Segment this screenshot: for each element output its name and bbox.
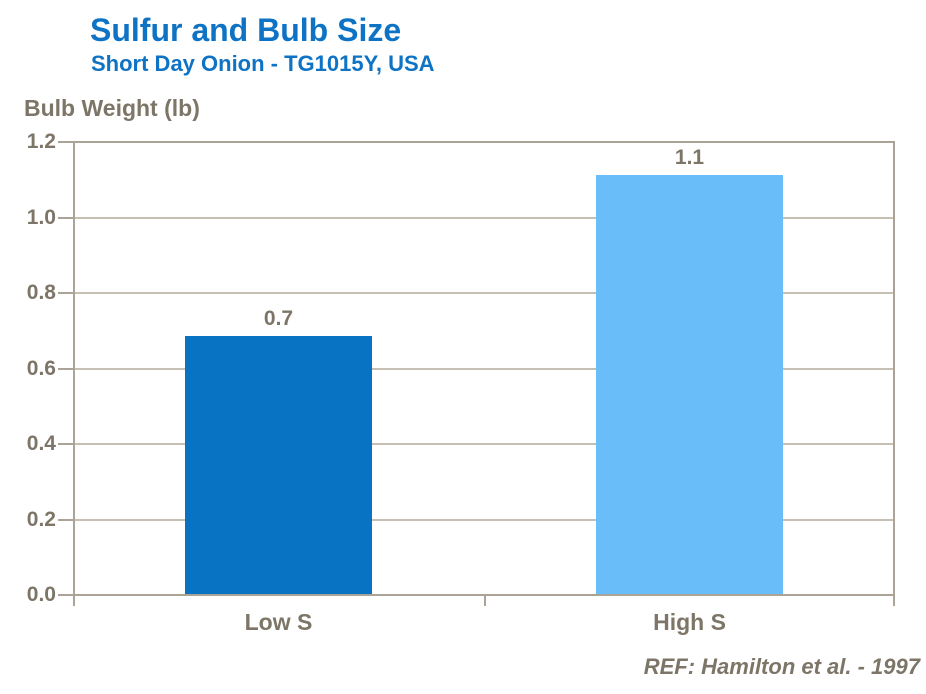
category-label-high-s: High S [653, 609, 726, 635]
y-axis-tick [58, 141, 73, 143]
gridline [75, 292, 893, 294]
y-tick-label: 0.0 [26, 583, 56, 606]
chart-title: Sulfur and Bulb Size [90, 12, 402, 48]
y-tick-label: 0.6 [26, 356, 56, 380]
gridline [75, 518, 893, 521]
bar-high-s [596, 175, 783, 594]
plot-border-top [73, 141, 895, 143]
y-axis-tick [58, 594, 73, 596]
y-tick-label: 0.2 [26, 507, 56, 531]
y-axis-tick [58, 367, 73, 370]
category-label-low-s: Low S [244, 609, 313, 635]
bar-low-s [185, 336, 372, 594]
reference-note: REF: Hamilton et al. - 1997 [643, 654, 920, 679]
y-axis-tick [58, 292, 73, 294]
plot-border-right [893, 141, 895, 596]
y-axis-tick [58, 518, 73, 521]
x-axis-tick [893, 596, 895, 606]
x-axis-tick [73, 596, 75, 606]
plot-border-left [73, 141, 75, 596]
plot-border-bottom [73, 594, 895, 596]
gridline [75, 216, 893, 219]
x-axis-tick [484, 596, 486, 606]
gridline [75, 367, 893, 370]
y-tick-label: 0.8 [26, 281, 56, 304]
y-tick-label: 0.4 [26, 432, 56, 455]
y-axis-tick [58, 443, 73, 445]
y-tick-label: 1.2 [26, 130, 56, 153]
y-axis-title: Bulb Weight (lb) [24, 95, 200, 121]
bar-value-label: 1.1 [674, 146, 705, 170]
bar-value-label: 0.7 [263, 307, 294, 331]
y-tick-label: 1.0 [26, 205, 56, 229]
chart-subtitle: Short Day Onion - TG1015Y, USA [91, 51, 435, 76]
y-axis-tick [58, 216, 73, 219]
gridline [75, 443, 893, 445]
